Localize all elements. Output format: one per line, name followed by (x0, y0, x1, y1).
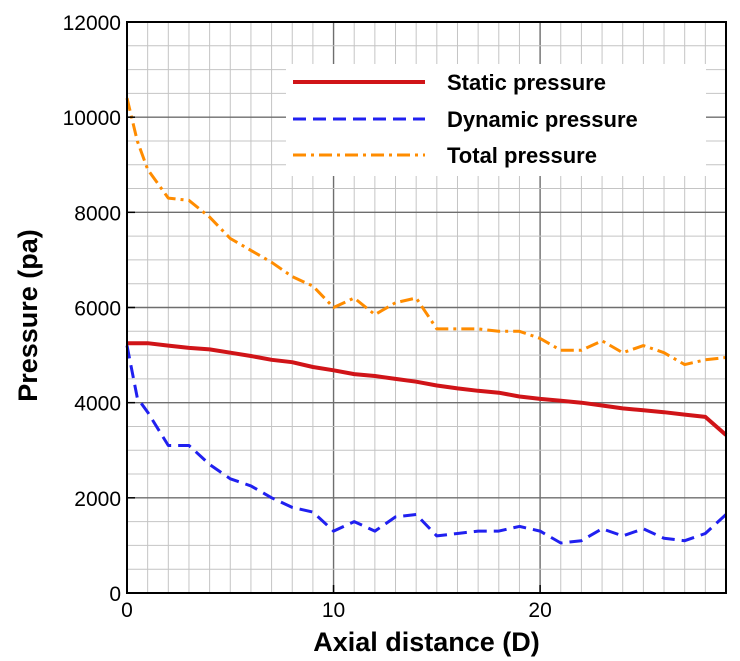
x-tick-label: 10 (322, 599, 345, 622)
y-tick-label: 0 (109, 583, 121, 606)
y-tick-label: 4000 (74, 393, 121, 416)
axis-ticks: 0 2000 4000 6000 8000 10000 12000 0 10 20 (63, 12, 552, 622)
series-line-static-pressure (127, 341, 728, 437)
series-lines (125, 97, 728, 545)
y-tick-label: 8000 (74, 202, 121, 225)
y-tick-label: 12000 (63, 12, 121, 35)
x-axis-label: Axial distance (D) (313, 627, 540, 657)
y-tick-label: 6000 (74, 298, 121, 321)
y-tick-label: 2000 (74, 488, 121, 511)
y-axis-label: Pressure (pa) (13, 229, 43, 402)
x-tick-label: 0 (121, 599, 133, 622)
series-line-total-pressure (125, 97, 727, 367)
x-tick-label: 20 (528, 599, 551, 622)
y-tick-label: 10000 (63, 107, 121, 130)
legend-label-total-pressure: Total pressure (447, 143, 597, 168)
legend-label-static-pressure: Static pressure (447, 70, 606, 95)
series-line-dynamic-pressure (125, 345, 728, 545)
legend-label-dynamic-pressure: Dynamic pressure (447, 107, 638, 132)
legend: Static pressure Dynamic pressure Total p… (286, 64, 706, 176)
